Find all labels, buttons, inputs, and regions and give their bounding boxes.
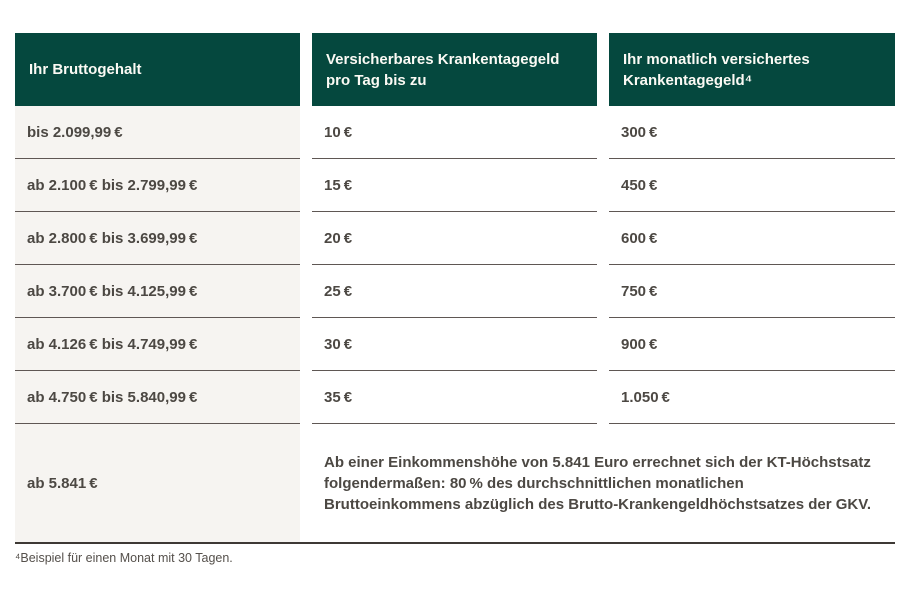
row-2-pro-tag: 15 € [312,159,597,212]
row-1-bruttogehalt: bis 2.099,99 € [15,106,300,159]
row-6-bruttogehalt: ab 4.750 € bis 5.840,99 € [15,371,300,424]
row-2-bruttogehalt: ab 2.100 € bis 2.799,99 € [15,159,300,212]
row-2-monatlich: 450 € [609,159,895,212]
table-bottom-border [15,542,895,544]
row-3-bruttogehalt: ab 2.800 € bis 3.699,99 € [15,212,300,265]
kt-hoechstsatz-note: Ab einer Einkommenshöhe von 5.841 Euro e… [312,424,895,542]
row-1-monatlich: 300 € [609,106,895,159]
row-3-monatlich: 600 € [609,212,895,265]
row-4-pro-tag: 25 € [312,265,597,318]
row-5-pro-tag: 30 € [312,318,597,371]
header-bruttogehalt: Ihr Bruttogehalt [15,33,300,106]
krankentagegeld-table: Ihr Bruttogehalt Versicherbares Krankent… [15,33,895,542]
footnote: ⁴Beispiel für einen Monat mit 30 Tagen. [15,551,233,565]
row-6-monatlich: 1.050 € [609,371,895,424]
row-4-bruttogehalt: ab 3.700 € bis 4.125,99 € [15,265,300,318]
row-5-monatlich: 900 € [609,318,895,371]
row-3-pro-tag: 20 € [312,212,597,265]
row-6-pro-tag: 35 € [312,371,597,424]
row-7-bruttogehalt: ab 5.841 € [15,424,300,542]
header-krankentagegeld-pro-tag: Versicherbares Krankentagegeld pro Tag b… [312,33,597,106]
header-monatlich-versichert: Ihr monatlich versichertes Krankentagege… [609,33,895,106]
row-1-pro-tag: 10 € [312,106,597,159]
row-4-monatlich: 750 € [609,265,895,318]
row-5-bruttogehalt: ab 4.126 € bis 4.749,99 € [15,318,300,371]
